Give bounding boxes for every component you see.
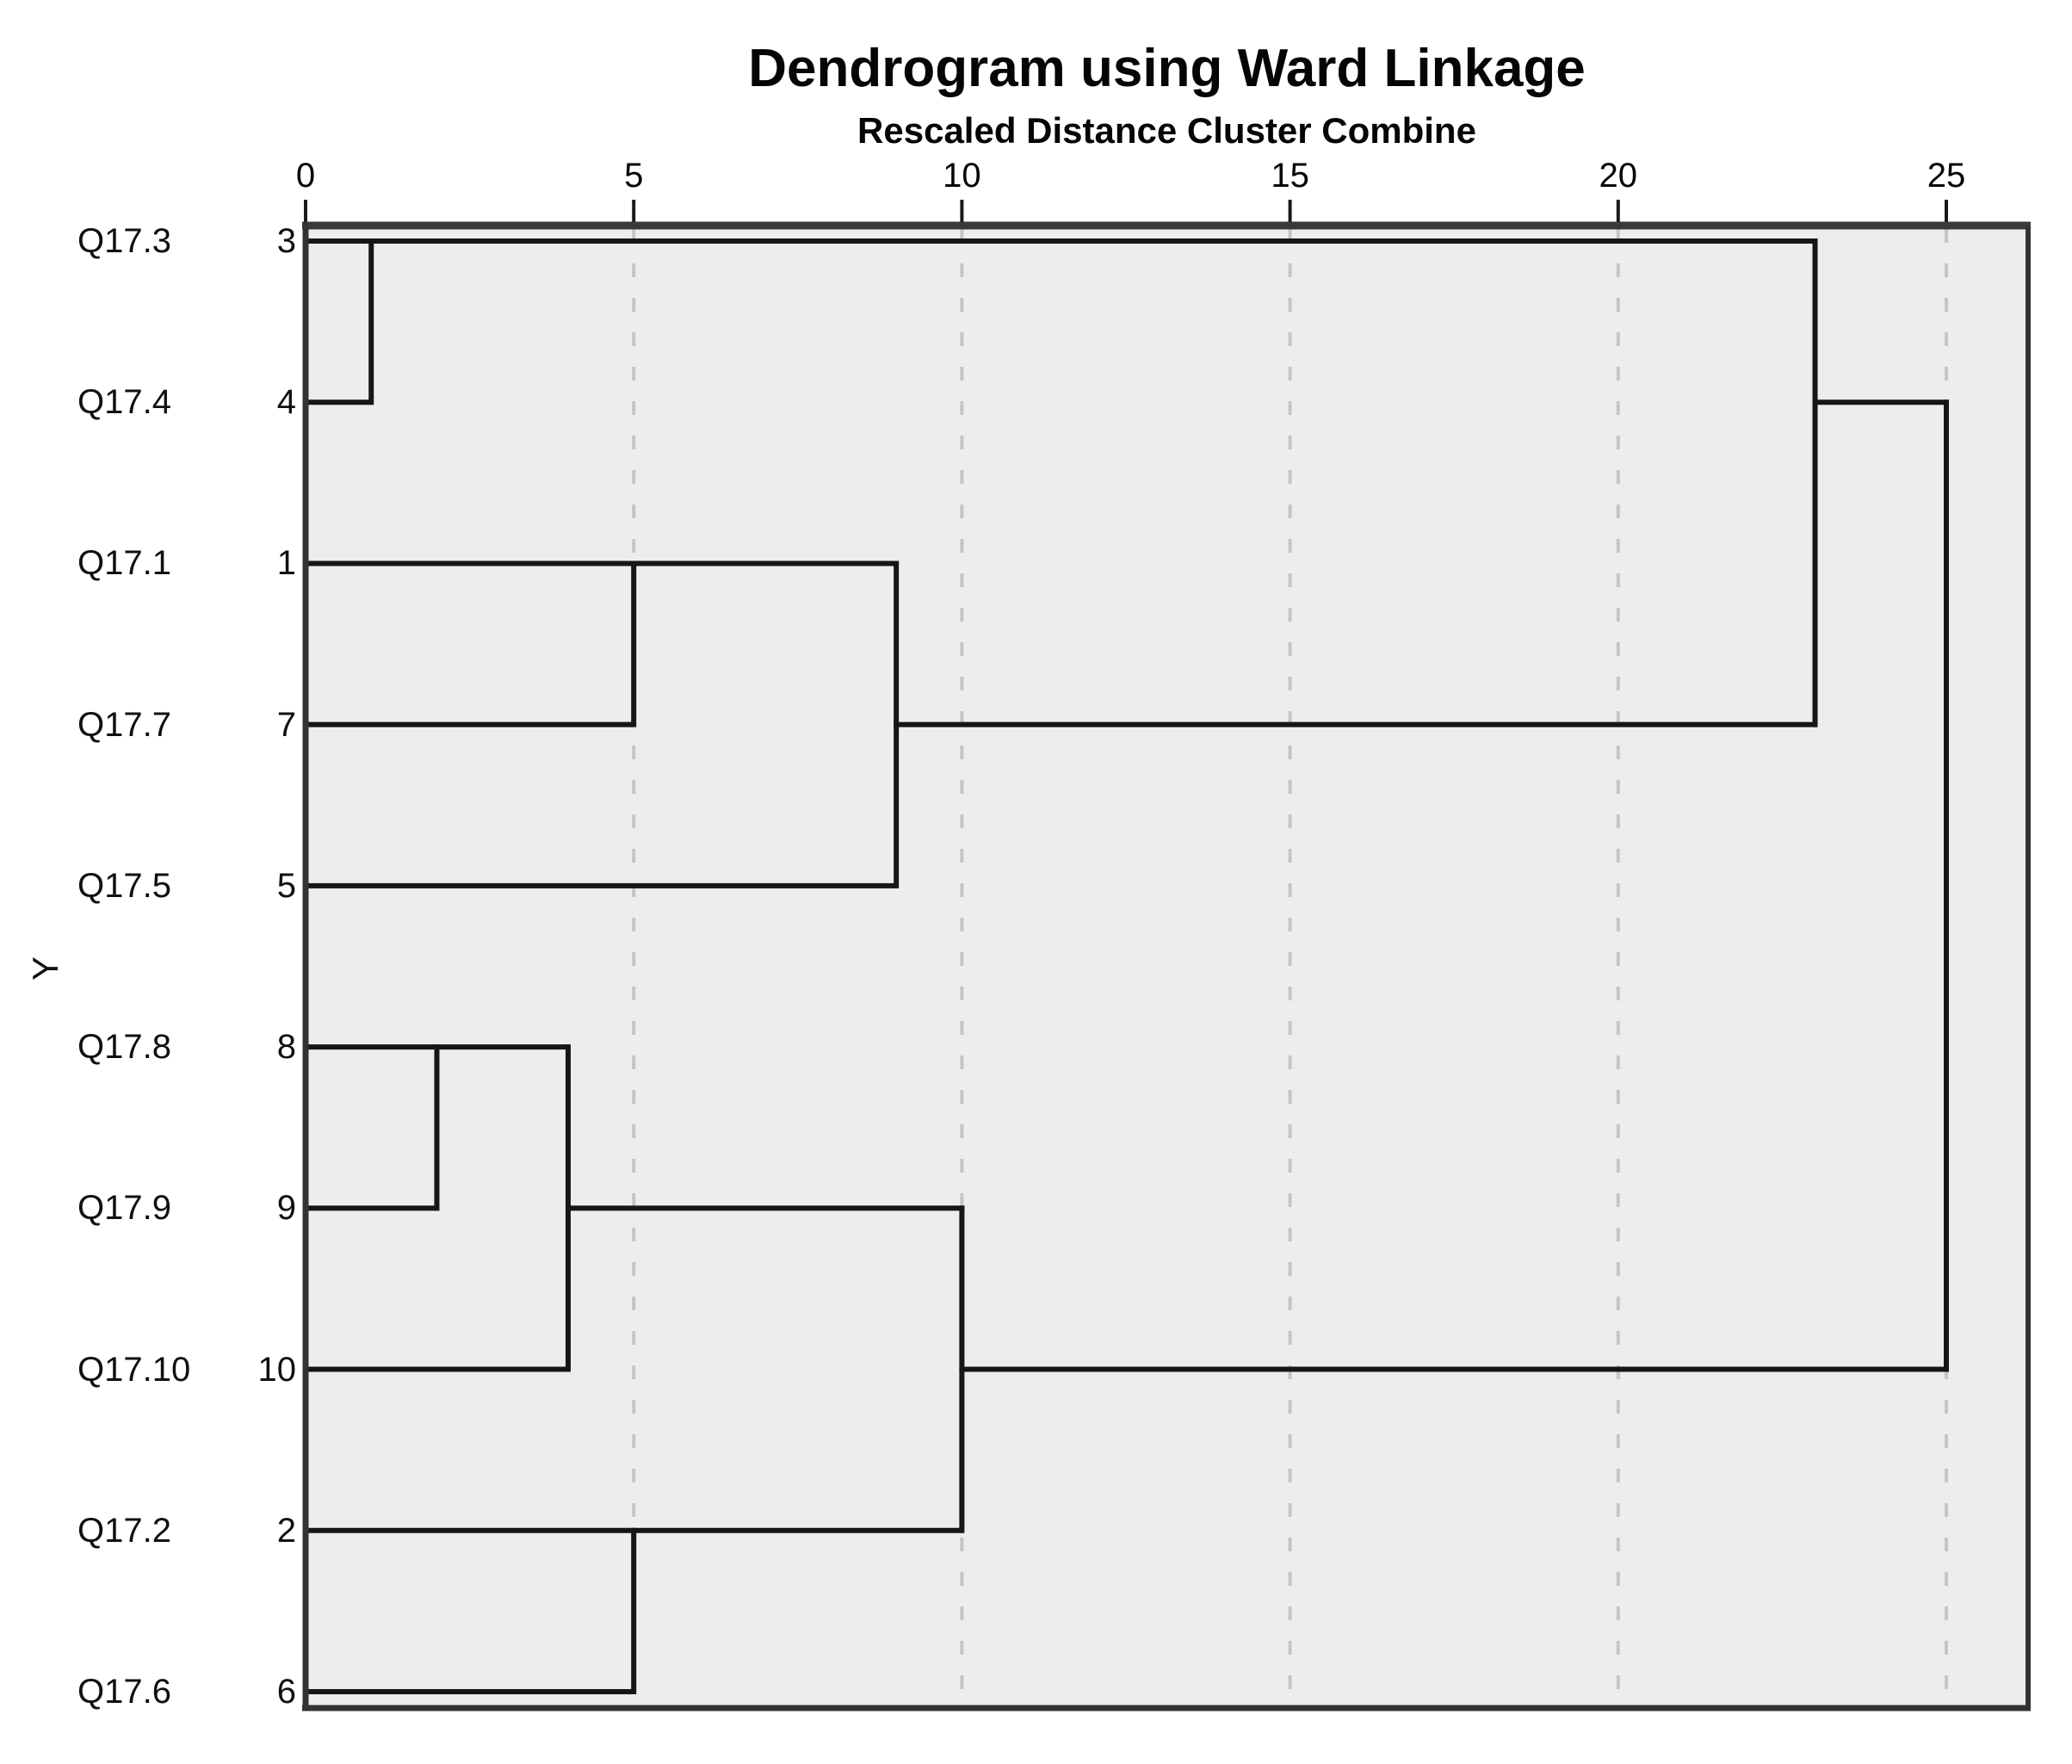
- x-tick-label: 20: [1599, 157, 1638, 195]
- variable-label: Q17.10: [77, 1350, 191, 1389]
- case-number-label: 6: [276, 1672, 296, 1711]
- case-number-label: 3: [276, 222, 296, 260]
- x-tick-label: 0: [295, 157, 316, 195]
- case-number-label: 4: [276, 383, 296, 422]
- plot-background: [306, 226, 2028, 1708]
- variable-label: Q17.5: [77, 866, 171, 905]
- variable-label: Q17.7: [77, 705, 171, 744]
- case-number-label: 1: [276, 544, 296, 583]
- case-number-label: 5: [276, 866, 296, 905]
- case-number-label: 7: [276, 705, 296, 744]
- variable-label: Q17.3: [77, 222, 171, 260]
- chart-subtitle: Rescaled Distance Cluster Combine: [857, 110, 1476, 151]
- case-number-label: 8: [276, 1028, 296, 1067]
- x-tick-label: 10: [943, 157, 981, 195]
- x-tick-label: 5: [624, 157, 644, 195]
- chart-title: Dendrogram using Ward Linkage: [748, 39, 1586, 98]
- variable-label: Q17.8: [77, 1028, 171, 1067]
- case-number-label: 9: [276, 1189, 296, 1228]
- variable-label: Q17.4: [77, 383, 171, 422]
- variable-label: Q17.1: [77, 544, 171, 583]
- case-number-label: 2: [276, 1511, 296, 1550]
- variable-label: Q17.6: [77, 1672, 171, 1711]
- case-number-label: 10: [257, 1350, 297, 1389]
- x-tick-label: 25: [1927, 157, 1966, 195]
- variable-label: Q17.9: [77, 1189, 171, 1228]
- x-tick-label: 15: [1271, 157, 1309, 195]
- variable-label: Q17.2: [77, 1511, 171, 1550]
